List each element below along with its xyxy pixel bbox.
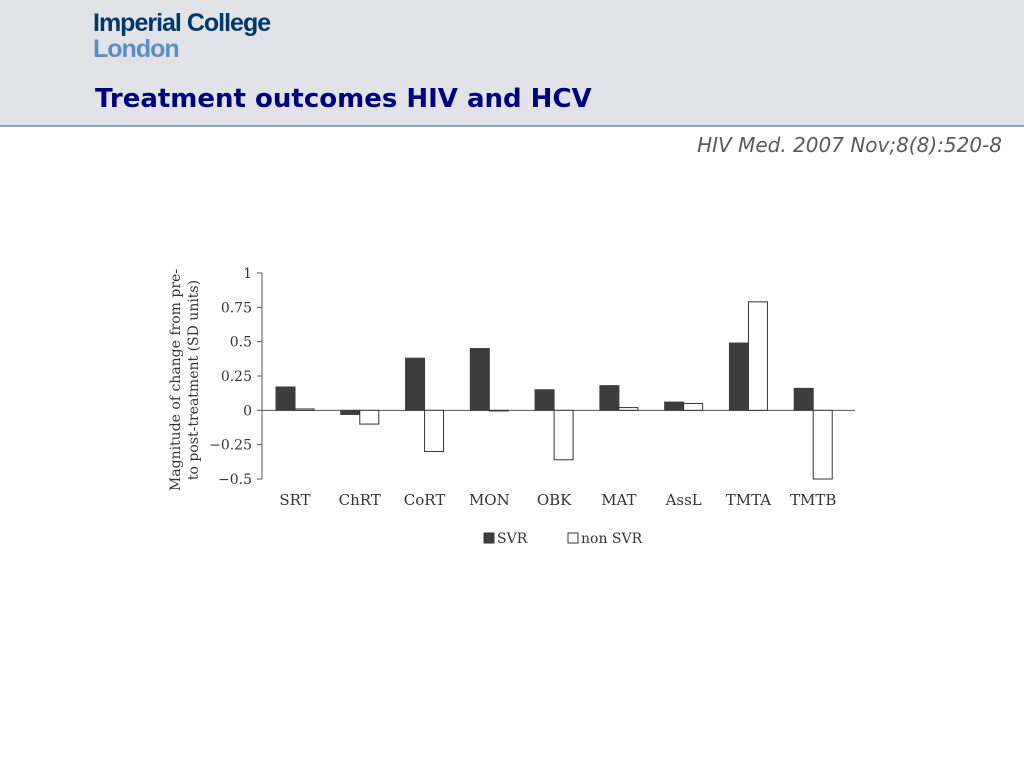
bar-svr-tmta — [728, 342, 749, 411]
bars — [275, 301, 833, 480]
x-tick-label: ChRT — [339, 491, 381, 509]
bar-non-svr-srt — [294, 408, 315, 411]
slide-title: Treatment outcomes HIV and HCV — [95, 84, 592, 114]
bar-non-svr-cort — [424, 409, 445, 453]
bar-svr-srt — [275, 386, 296, 411]
citation: HIV Med. 2007 Nov;8(8):520-8 — [697, 133, 1002, 157]
bar-svr-chrt — [340, 409, 361, 415]
x-tick-label: TMTA — [726, 491, 772, 509]
y-axis-label-line-2: to post-treatment (SD units) — [186, 280, 202, 480]
y-tick-label: −0.25 — [209, 438, 252, 454]
bar-non-svr-obk — [553, 409, 574, 461]
logo-line-2: London — [93, 35, 180, 63]
x-tick-label: MAT — [601, 491, 636, 509]
bar-non-svr-chrt — [359, 409, 380, 425]
y-tick-label: 0.25 — [221, 369, 252, 385]
legend-swatch-non-svr — [567, 532, 579, 544]
bar-svr-mon — [469, 348, 490, 411]
legend-label-svr: SVR — [497, 531, 528, 547]
bar-svr-cort — [405, 357, 426, 411]
legend-label-non-svr: non SVR — [581, 531, 643, 547]
bar-non-svr-tmta — [747, 301, 768, 411]
header-divider — [0, 125, 1024, 127]
y-axis-label-line-1: Magnitude of change from pre- — [168, 269, 184, 491]
y-tick-label: 0.5 — [230, 335, 252, 351]
bar-chart: Magnitude of change from pre- to post-tr… — [168, 266, 855, 547]
bar-svr-tmtb — [793, 387, 814, 411]
y-axis-ticks: 1 0.75 0.5 0.25 0 −0.25 −0.5 — [209, 266, 262, 488]
bar-svr-mat — [599, 385, 620, 411]
x-tick-label: CoRT — [404, 491, 446, 509]
x-tick-label: TMTB — [790, 491, 836, 509]
y-axis-label: Magnitude of change from pre- to post-tr… — [168, 269, 202, 491]
x-axis-labels: SRT ChRT CoRT MON OBK MAT AssL TMTA TMTB — [279, 491, 836, 509]
bar-svr-assl — [664, 401, 685, 411]
y-tick-label: 1 — [243, 266, 252, 282]
legend-swatch-svr — [483, 532, 495, 544]
bar-non-svr-mat — [618, 407, 639, 411]
imperial-college-logo: Imperial College London — [93, 9, 271, 63]
bar-non-svr-tmtb — [812, 409, 833, 480]
bar-svr-obk — [534, 389, 555, 411]
x-tick-label: MON — [469, 491, 510, 509]
y-tick-label: −0.5 — [218, 472, 252, 488]
bar-non-svr-assl — [683, 402, 704, 411]
logo-line-1: Imperial College — [93, 9, 271, 37]
y-tick-label: 0 — [243, 403, 252, 419]
x-tick-label: SRT — [279, 491, 310, 509]
y-tick-label: 0.75 — [221, 300, 252, 316]
x-tick-label: AssL — [665, 491, 702, 509]
slide-header: Imperial College London Treatment outcom… — [0, 0, 1024, 125]
x-tick-label: OBK — [537, 491, 572, 509]
bar-non-svr-mon — [488, 409, 509, 412]
legend: SVR non SVR — [483, 531, 643, 547]
